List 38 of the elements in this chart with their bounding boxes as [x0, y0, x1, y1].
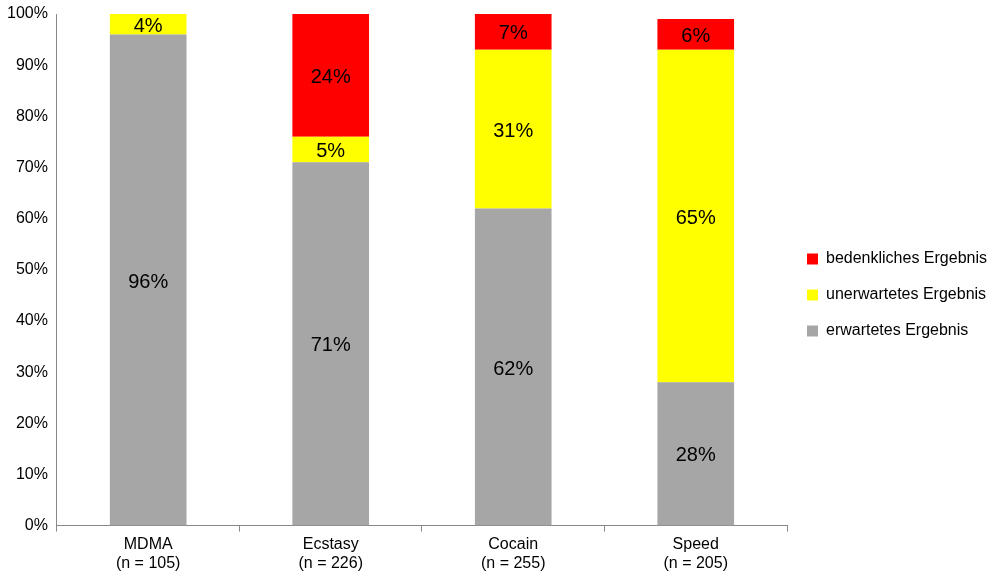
bar: [292, 162, 370, 526]
legend-label: bedenkliches Ergebnis: [826, 249, 988, 267]
text: 71%: [310, 333, 351, 356]
y-tick-label: 20%: [15, 413, 48, 431]
text: 65%: [675, 205, 716, 228]
bar: [474, 208, 552, 526]
text: 7%: [498, 21, 528, 44]
y-tick-label: 70%: [15, 157, 48, 175]
bar: [657, 19, 735, 50]
bar: [474, 49, 552, 209]
legend-label: unerwartetes Ergebnis: [826, 285, 987, 303]
bar: [657, 382, 735, 526]
text: 96%: [128, 269, 169, 292]
x-tick-label: MDMA (n = 105): [115, 534, 181, 571]
y-tick-label: 30%: [15, 362, 48, 380]
y-tick-label: 80%: [15, 106, 48, 124]
bar: [474, 14, 552, 50]
x-tick-label: Ecstasy (n = 226): [298, 534, 363, 571]
x-tick-label: Speed (n = 205): [663, 534, 728, 571]
legend-label: erwartetes Ergebnis: [826, 321, 969, 339]
text: 6%: [681, 23, 711, 46]
y-tick-label: 60%: [15, 209, 48, 227]
text: 24%: [310, 64, 351, 87]
y-tick-label: 10%: [15, 464, 48, 482]
y-tick-label: 90%: [15, 55, 48, 73]
x-tick-label: Cocain (n = 255): [480, 534, 546, 571]
text: 28%: [675, 443, 716, 466]
text: 4%: [133, 13, 163, 36]
text: 5%: [316, 139, 346, 162]
y-tick-label: 50%: [15, 260, 48, 278]
y-tick-label: 0%: [24, 516, 48, 534]
bar: [292, 14, 370, 137]
bar: [109, 34, 187, 526]
y-tick-label: 40%: [15, 311, 48, 329]
y-tick-label: 100%: [7, 4, 48, 22]
text: 62%: [493, 356, 534, 379]
bar: [657, 49, 735, 383]
text: 31%: [493, 118, 534, 141]
